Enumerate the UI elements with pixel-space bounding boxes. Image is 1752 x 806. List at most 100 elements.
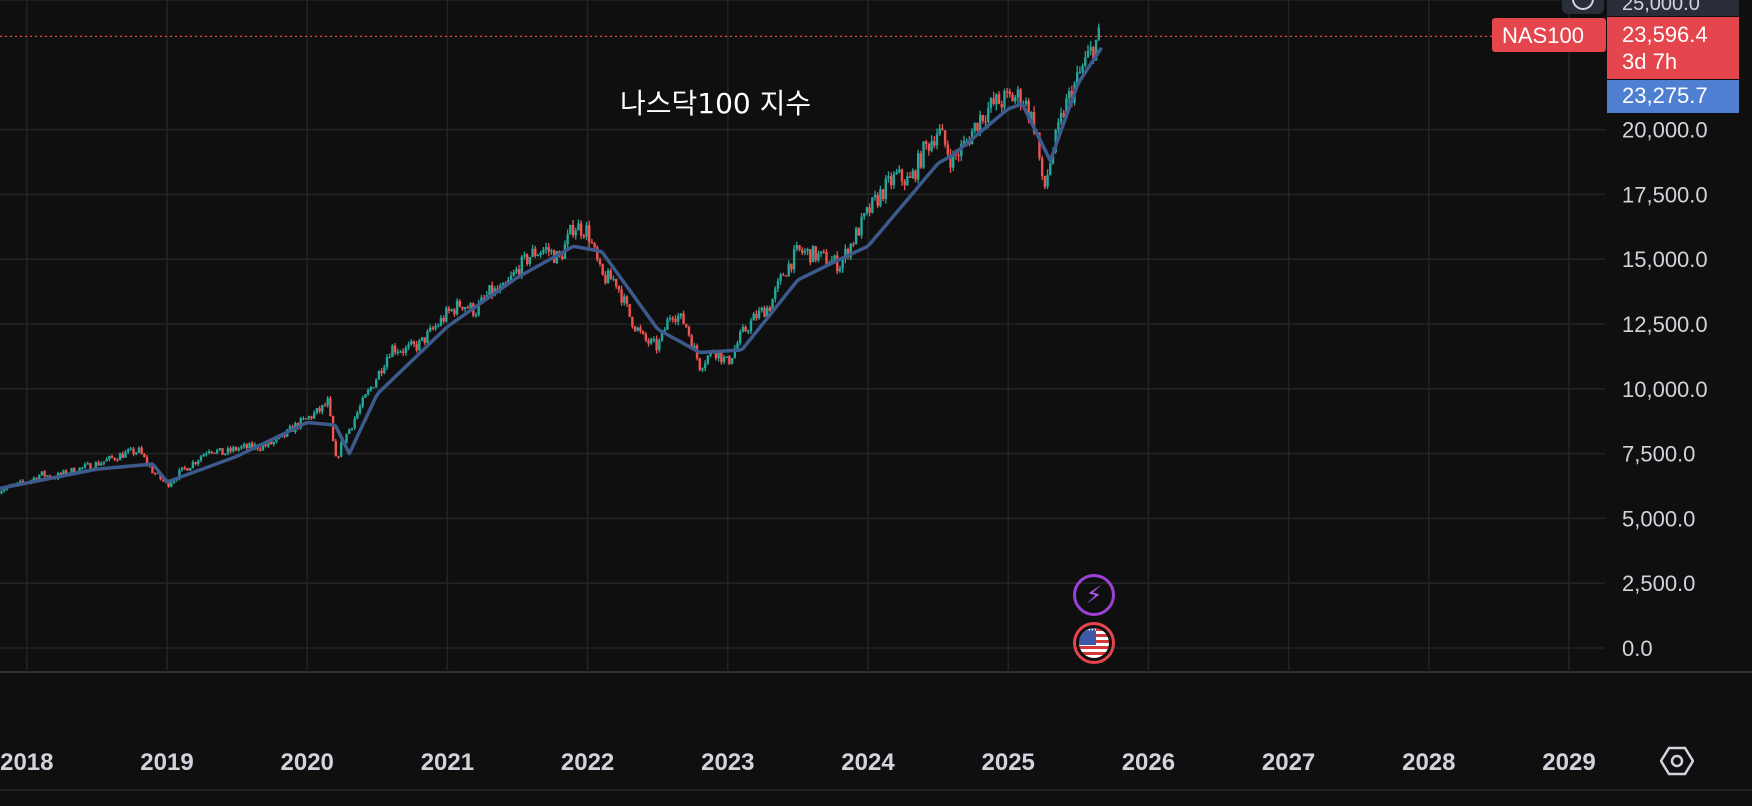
candle-down (720, 352, 723, 363)
candle-up (938, 128, 941, 135)
candle-up (474, 314, 478, 317)
candle-down (639, 327, 642, 332)
candle-down (482, 297, 486, 299)
candle-down (620, 289, 623, 303)
y-tick-label: 15,000.0 (1622, 247, 1708, 272)
candle-down (1008, 91, 1012, 95)
candle-up (536, 254, 540, 257)
candle-up (434, 326, 437, 329)
x-tick-label: 2022 (561, 749, 614, 776)
grid-lines (0, 0, 1605, 670)
candle-up (951, 153, 955, 168)
candle-up (410, 341, 413, 345)
lightning-event-icon[interactable]: ⚡ (1073, 574, 1115, 616)
candle-up (445, 308, 448, 322)
candle-up (1094, 39, 1098, 60)
y-tick-label: 0.0 (1622, 636, 1653, 661)
candle-up (906, 176, 909, 186)
candle-up (375, 379, 378, 388)
candle-up (650, 339, 653, 344)
candle-up (100, 463, 103, 466)
candle-down (997, 94, 1001, 104)
candle-up (973, 122, 976, 131)
candle-up (205, 453, 208, 455)
candle-up (364, 394, 367, 398)
info-icon[interactable] (1562, 0, 1604, 14)
candle-up (884, 178, 887, 199)
candle-up (348, 429, 351, 434)
candle-up (733, 348, 737, 358)
candle-up (404, 347, 408, 353)
candle-up (1089, 47, 1092, 51)
candle-down (941, 128, 944, 131)
candle-down (655, 338, 658, 351)
candle-down (687, 326, 691, 336)
candle-up (188, 468, 192, 471)
candle-down (593, 242, 596, 248)
candle-up (819, 251, 823, 254)
candle-up (299, 418, 302, 429)
candle-down (283, 434, 286, 437)
candle-up (38, 475, 41, 481)
candle-up (108, 456, 111, 460)
candle-down (579, 223, 583, 236)
candle-down (269, 441, 273, 445)
candle-down (852, 243, 855, 245)
symbol-badge: NAS100 (1492, 18, 1606, 52)
candle-down (517, 269, 521, 276)
candle-down (431, 327, 435, 329)
candle-down (412, 341, 416, 344)
candle-up (191, 462, 195, 469)
candle-down (1032, 112, 1036, 133)
candle-up (865, 207, 869, 214)
x-tick-label: 2019 (140, 749, 193, 776)
candle-down (755, 313, 758, 319)
candle-up (542, 249, 545, 253)
candle-up (658, 340, 661, 351)
candle-up (539, 252, 542, 255)
candle-down (633, 326, 637, 331)
candle-up (806, 249, 809, 252)
candle-down (814, 246, 817, 261)
candle-up (480, 297, 483, 304)
candle-up (569, 225, 572, 234)
candle-up (725, 356, 728, 358)
candle-down (210, 451, 213, 453)
candle-up (978, 115, 982, 131)
candle-down (331, 416, 335, 442)
candle-down (1027, 100, 1030, 121)
candle-up (717, 352, 720, 359)
candle-down (571, 225, 575, 236)
candle-up (1049, 163, 1052, 175)
last-price-badge: 23,596.4 3d 7h (1607, 17, 1739, 79)
moving-average-badge: 23,275.7 (1607, 80, 1739, 113)
candle-down (868, 207, 871, 213)
candle-up (1046, 174, 1049, 187)
candle-up (215, 450, 219, 454)
candle-down (229, 448, 232, 452)
us-flag-event-icon[interactable]: •••••••••••• (1073, 622, 1115, 664)
candle-up (428, 327, 432, 332)
chart-title: 나스닥100 지수 (620, 87, 812, 120)
candle-down (213, 452, 216, 454)
candle-up (366, 390, 370, 395)
candle-up (124, 451, 127, 458)
candle-down (461, 306, 464, 310)
chart-settings-icon[interactable] (1660, 744, 1694, 778)
candle-up (531, 248, 534, 257)
candle-down (984, 121, 987, 123)
candle-down (876, 195, 879, 206)
candle-down (889, 176, 893, 186)
candle-up (679, 313, 683, 317)
candle-down (981, 115, 985, 122)
x-tick-label: 2027 (1262, 749, 1315, 776)
candle-down (1040, 158, 1044, 177)
candle-up (550, 250, 553, 252)
candle-up (860, 216, 863, 236)
candle-down (304, 418, 308, 420)
candle-up (722, 357, 726, 363)
candle-up (935, 134, 939, 146)
candle-up (399, 351, 402, 353)
candle-up (1003, 91, 1006, 108)
